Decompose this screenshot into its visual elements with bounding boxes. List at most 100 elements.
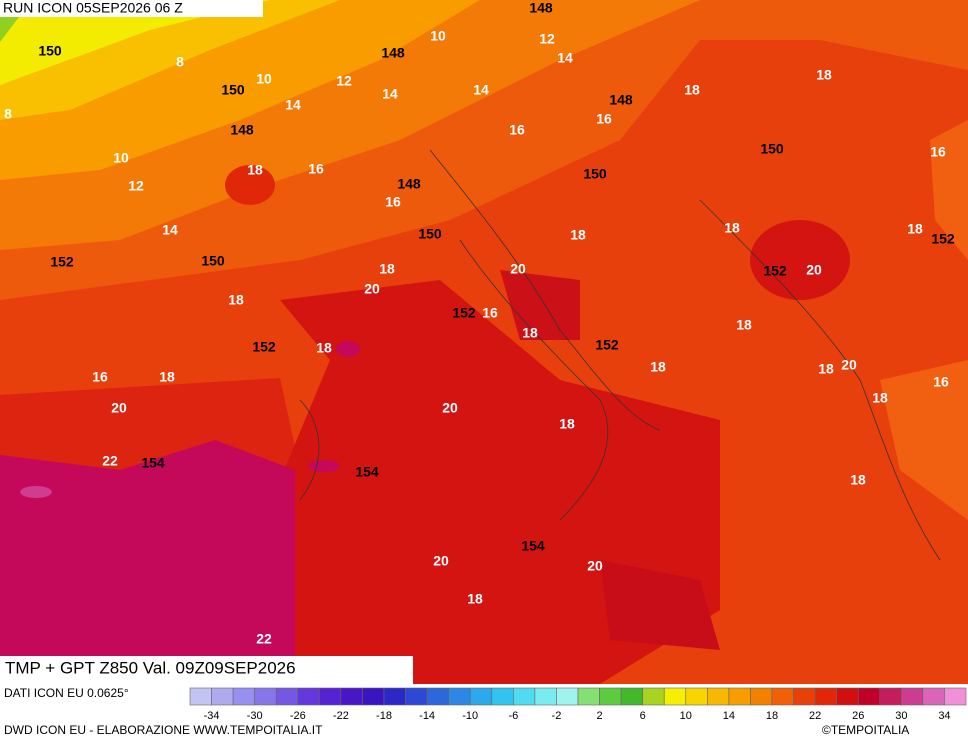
- isoheight-label: 148: [609, 92, 633, 108]
- isoheight-label: 150: [760, 141, 784, 157]
- isotherm-label: 12: [128, 178, 144, 194]
- colorbar-tick-label: -30: [247, 710, 263, 722]
- isotherm-label: 10: [256, 71, 272, 87]
- isotherm-label: 18: [570, 227, 586, 243]
- isotherm-label: 18: [736, 317, 752, 333]
- isoheight-label: 152: [931, 231, 955, 247]
- isoheight-label: 152: [595, 337, 619, 353]
- isotherm-label: 14: [162, 222, 178, 238]
- colorbar-tick-label: -26: [290, 710, 306, 722]
- color-swatch: [534, 687, 557, 706]
- color-swatch: [685, 687, 708, 706]
- color-swatch: [836, 687, 859, 706]
- colorbar-tick-label: 18: [766, 710, 778, 722]
- isoheight-label: 148: [381, 45, 405, 61]
- isotherm-label: 14: [473, 82, 489, 98]
- color-swatch: [513, 687, 536, 706]
- color-swatch: [319, 687, 342, 706]
- isoheight-label: 154: [355, 464, 379, 480]
- isoheight-label: 148: [230, 122, 254, 138]
- isotherm-label: 18: [379, 261, 395, 277]
- color-swatch: [771, 687, 794, 706]
- isotherm-label: 22: [256, 631, 272, 647]
- color-swatch: [556, 687, 579, 706]
- color-swatch: [275, 687, 299, 706]
- isotherm-label: 18: [907, 221, 923, 237]
- isoheight-label: 148: [529, 0, 553, 16]
- isotherm-label: 18: [872, 390, 888, 406]
- isotherm-label: 16: [509, 122, 525, 138]
- isotherm-label: 16: [933, 374, 949, 390]
- isotherm-label: 8: [4, 106, 12, 122]
- color-swatch: [642, 687, 665, 706]
- isoheight-label: 150: [221, 82, 245, 98]
- colorbar-tick-label: -2: [552, 710, 562, 722]
- isoheight-label: 152: [452, 305, 476, 321]
- color-swatch: [426, 687, 449, 706]
- isotherm-label: 10: [113, 150, 129, 166]
- color-swatch: [189, 687, 212, 706]
- isotherm-label: 16: [596, 111, 612, 127]
- color-swatch: [879, 687, 902, 706]
- color-swatch: [814, 687, 837, 706]
- color-swatch: [901, 687, 924, 706]
- colorbar: -34 -30 -26 -22 -18 -14 -10 -6 -2 2 6 10 14 18 22 26 30 3…: [189, 687, 967, 722]
- isotherm-label: 12: [539, 31, 555, 47]
- copyright-label: ©TEMPOITALIA: [822, 723, 909, 737]
- color-swatch: [491, 687, 514, 706]
- isotherm-label: 20: [587, 558, 603, 574]
- colorbar-tick-label: -6: [508, 710, 518, 722]
- isotherm-label: 18: [650, 359, 666, 375]
- color-swatch: [599, 687, 622, 706]
- isotherm-label: 14: [285, 97, 301, 113]
- colorbar-tick-label: -22: [333, 710, 349, 722]
- isoheight-label: 148: [397, 176, 421, 192]
- color-swatch: [340, 687, 363, 706]
- map-background: [0, 0, 968, 684]
- isoheight-label: 154: [141, 455, 165, 471]
- color-swatch: [663, 687, 687, 706]
- isoheight-label: 150: [418, 226, 442, 242]
- isotherm-label: 20: [433, 553, 449, 569]
- isotherm-label: 12: [336, 73, 352, 89]
- isotherm-label: 18: [467, 591, 483, 607]
- isotherm-label: 18: [684, 82, 700, 98]
- color-swatch: [254, 687, 277, 706]
- isoheight-label: 152: [763, 263, 787, 279]
- colorbar-tick-label: 22: [809, 710, 821, 722]
- isotherm-label: 20: [806, 262, 822, 278]
- color-swatch: [405, 687, 428, 706]
- isotherm-label: 18: [159, 369, 175, 385]
- source-label: DATI ICON EU 0.0625°: [4, 686, 129, 700]
- isotherm-label: 16: [92, 369, 108, 385]
- colorbar-tick-label: -34: [204, 710, 220, 722]
- color-swatch: [232, 687, 255, 706]
- isotherm-label: 22: [102, 453, 118, 469]
- isotherm-label: 18: [818, 361, 834, 377]
- color-swatch: [707, 687, 730, 706]
- isotherm-label: 18: [316, 340, 332, 356]
- color-swatch: [383, 687, 406, 706]
- credit-label: DWD ICON EU - ELABORAZIONE WWW.TEMPOITAL…: [4, 723, 323, 737]
- colorbar-tick-label: 30: [895, 710, 907, 722]
- color-swatch: [857, 687, 881, 706]
- color-swatch: [793, 687, 816, 706]
- color-swatch: [944, 687, 967, 706]
- isotherm-label: 20: [111, 400, 127, 416]
- color-swatch: [362, 687, 385, 706]
- isotherm-label: 18: [816, 67, 832, 83]
- isotherm-label: 16: [930, 144, 946, 160]
- isotherm-label: 18: [228, 292, 244, 308]
- colorbar-tick-label: 14: [723, 710, 735, 722]
- isotherm-label: 18: [724, 220, 740, 236]
- isotherm-label: 8: [176, 54, 184, 70]
- color-swatch: [577, 687, 600, 706]
- isotherm-label: 18: [559, 416, 575, 432]
- colorbar-tick-label: -10: [462, 710, 478, 722]
- isoheight-label: 150: [38, 43, 62, 59]
- color-swatch: [750, 687, 773, 706]
- run-label: RUN ICON 05SEP2026 06 Z: [3, 0, 183, 16]
